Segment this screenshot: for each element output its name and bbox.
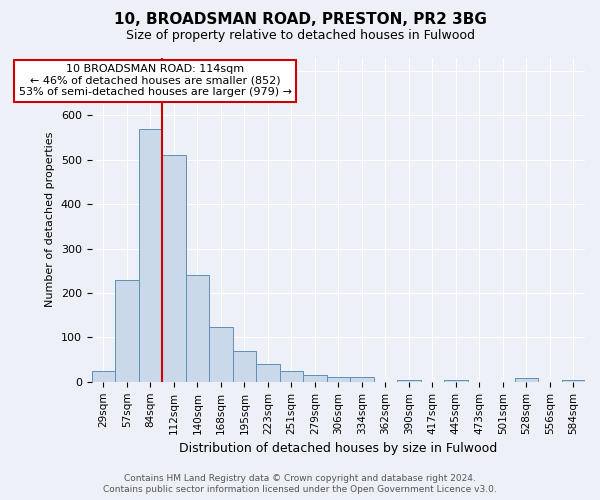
X-axis label: Distribution of detached houses by size in Fulwood: Distribution of detached houses by size … [179, 442, 497, 455]
Bar [326, 378, 350, 382]
Text: Size of property relative to detached houses in Fulwood: Size of property relative to detached ho… [125, 29, 475, 42]
Bar [209, 327, 233, 382]
Bar [397, 380, 421, 382]
Bar [303, 375, 326, 382]
Bar [562, 380, 585, 382]
Bar [162, 155, 185, 382]
Bar [139, 128, 162, 382]
Bar [115, 280, 139, 382]
Bar [185, 275, 209, 382]
Bar [233, 350, 256, 382]
Text: Contains HM Land Registry data © Crown copyright and database right 2024.
Contai: Contains HM Land Registry data © Crown c… [103, 474, 497, 494]
Bar [280, 370, 303, 382]
Bar [350, 378, 374, 382]
Bar [256, 364, 280, 382]
Bar [515, 378, 538, 382]
Y-axis label: Number of detached properties: Number of detached properties [46, 132, 55, 308]
Text: 10, BROADSMAN ROAD, PRESTON, PR2 3BG: 10, BROADSMAN ROAD, PRESTON, PR2 3BG [113, 12, 487, 28]
Bar [444, 380, 467, 382]
Bar [92, 370, 115, 382]
Text: 10 BROADSMAN ROAD: 114sqm
← 46% of detached houses are smaller (852)
53% of semi: 10 BROADSMAN ROAD: 114sqm ← 46% of detac… [19, 64, 292, 98]
